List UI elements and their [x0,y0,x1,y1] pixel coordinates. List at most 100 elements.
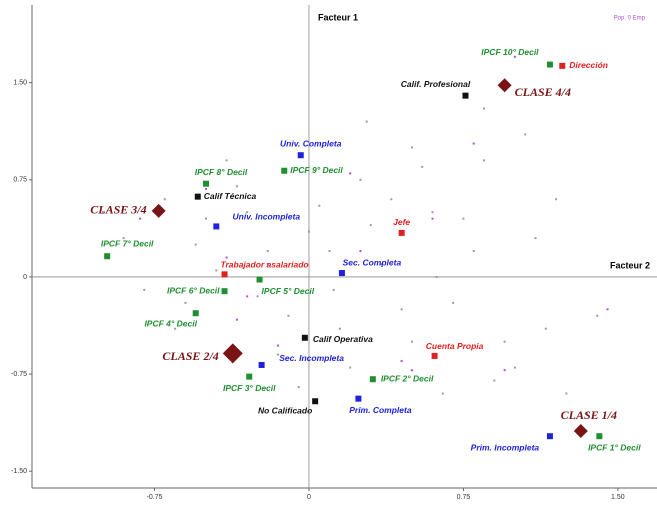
point-marker [596,433,603,440]
dot [472,250,475,253]
class-marker [497,78,512,93]
point-marker [462,92,469,99]
x-axis-label: Facteur 2 [610,260,650,270]
dot [318,204,321,207]
point-label: Calif Operativa [313,334,373,344]
dot [400,308,403,311]
y-tick-label: 0 [23,274,27,281]
dot [139,217,142,220]
dot [215,269,218,272]
dot [380,262,383,265]
point-label: Calif. Profesional [401,79,471,89]
point-marker [256,276,263,283]
dot [163,198,166,201]
point-marker [258,361,265,368]
dot [369,224,372,227]
dot [483,107,486,110]
dot [256,295,259,298]
point-label: Sec. Completa [343,257,402,267]
point-marker [246,373,253,380]
dot [174,327,177,330]
dot [596,314,599,317]
point-label: IPCF 4° Decil [144,318,197,328]
point-label: Trabajador asalariado [220,260,308,270]
y-tick-label: 1.50 [13,80,27,87]
dot [400,360,403,363]
dot [555,198,558,201]
dot [225,256,228,259]
y-axis-label: Facteur 1 [318,12,358,22]
point-label: IPCF 7° Decil [101,238,154,248]
dot [184,301,187,304]
point-label: CLASE 2/4 [162,349,218,363]
dot [503,369,506,372]
point-label: IPCF 10° Decil [481,47,539,57]
point-marker [546,61,553,68]
point-label: IPCF 2° Decil [381,373,434,383]
dot [493,379,496,382]
dot [585,411,588,414]
dot [483,159,486,162]
point-label: Sec. Incompleta [279,353,344,363]
point-label: CLASE 4/4 [515,85,571,99]
point-marker [281,167,288,174]
dot [524,133,527,136]
dot [410,369,413,372]
point-marker [213,223,220,230]
point-marker [559,62,566,69]
dot [513,366,516,369]
y-tick-label: -1.50 [11,468,27,475]
corner-label: Pop. 0 Emp [614,16,646,22]
dot [359,250,362,253]
dot [225,159,228,162]
dot [287,314,290,317]
dot [359,178,362,181]
point-marker [312,398,319,405]
dot [472,142,475,145]
dot [390,198,393,201]
dot [235,185,238,188]
point-label: Jefe [393,217,410,227]
dot [349,366,352,369]
point-label: Univ. Completa [280,138,342,148]
point-marker [431,352,438,359]
dot [332,288,335,291]
dot [307,230,310,233]
point-label: No Calificado [258,405,312,415]
dot [122,237,125,240]
dot [205,217,208,220]
dot [410,146,413,149]
dot [246,211,249,214]
dot [513,55,516,58]
point-marker [338,270,345,277]
dot [235,318,238,321]
dot [534,237,537,240]
x-tick-label: -0.75 [147,494,163,501]
dot [349,172,352,175]
x-tick-label: 0 [307,494,311,501]
x-tick-label: 1.50 [611,494,625,501]
point-label: Calif Técnica [204,191,257,201]
dot [421,165,424,168]
dot [266,262,269,265]
point-label: IPCF 5° Decil [262,286,315,296]
point-marker [221,271,228,278]
point-label: Prim. Completa [349,405,412,415]
point-label: IPCF 8° Decil [195,167,248,177]
dot [435,275,438,278]
dot [606,308,609,311]
point-label: Cuenta Propia [426,341,484,351]
dot [194,243,197,246]
point-label: Univ. Incompleta [233,212,301,222]
dot [503,340,506,343]
class-marker [222,343,243,364]
point-marker [297,152,304,159]
point-marker [546,433,553,440]
dot [410,340,413,343]
y-tick-label: 0.75 [13,177,27,184]
dot [452,301,455,304]
point-marker [203,180,210,187]
point-label: IPCF 3° Decil [223,383,276,393]
dot [462,217,465,220]
dot [441,392,444,395]
